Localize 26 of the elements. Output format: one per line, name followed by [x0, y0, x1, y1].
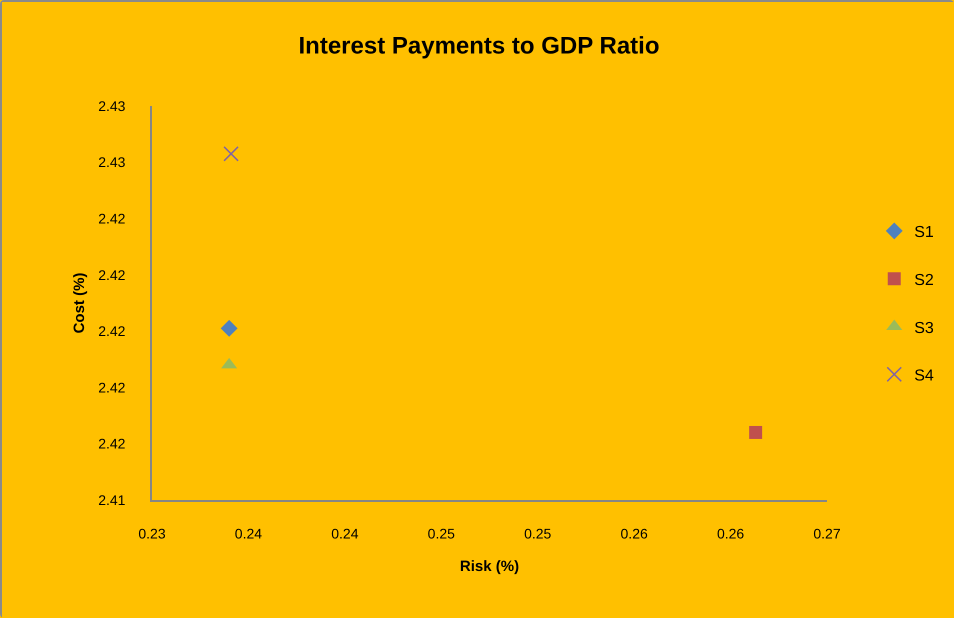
- y-tick-label: 2.42: [98, 379, 126, 396]
- point: [223, 146, 239, 162]
- x-tick-label: 0.24: [331, 526, 359, 542]
- y-tick-label: 2.41: [98, 492, 126, 508]
- y-tick-label: 2.42: [98, 436, 126, 452]
- y-axis-title: Cost (%): [70, 272, 88, 334]
- y-tick-label: 2.42: [98, 323, 126, 340]
- x-tick-label: 0.25: [524, 526, 552, 542]
- x-axis-title: Risk (%): [460, 558, 520, 576]
- x-tick-label: 0.24: [234, 526, 262, 542]
- y-tick-label: 2.42: [98, 210, 126, 226]
- y-tick-label: 2.42: [98, 266, 126, 283]
- chart-title: Interest Payments to GDP Ratio: [298, 32, 660, 60]
- x-tick-label: 0.25: [428, 526, 456, 542]
- x-tick-label: 0.26: [620, 526, 648, 542]
- legend-label: S2: [914, 272, 934, 289]
- legend-label: S3: [914, 320, 934, 337]
- y-tick-label: 2.43: [98, 154, 126, 170]
- x-tick-label: 0.23: [138, 526, 166, 542]
- legend-label: S4: [914, 368, 934, 385]
- x-tick-label: 0.26: [716, 526, 744, 542]
- point: [220, 320, 238, 337]
- x-tick-label: 0.27: [813, 526, 841, 542]
- y-tick-label: 2.43: [98, 98, 126, 114]
- point: [749, 426, 762, 439]
- legend-label: S1: [914, 224, 934, 242]
